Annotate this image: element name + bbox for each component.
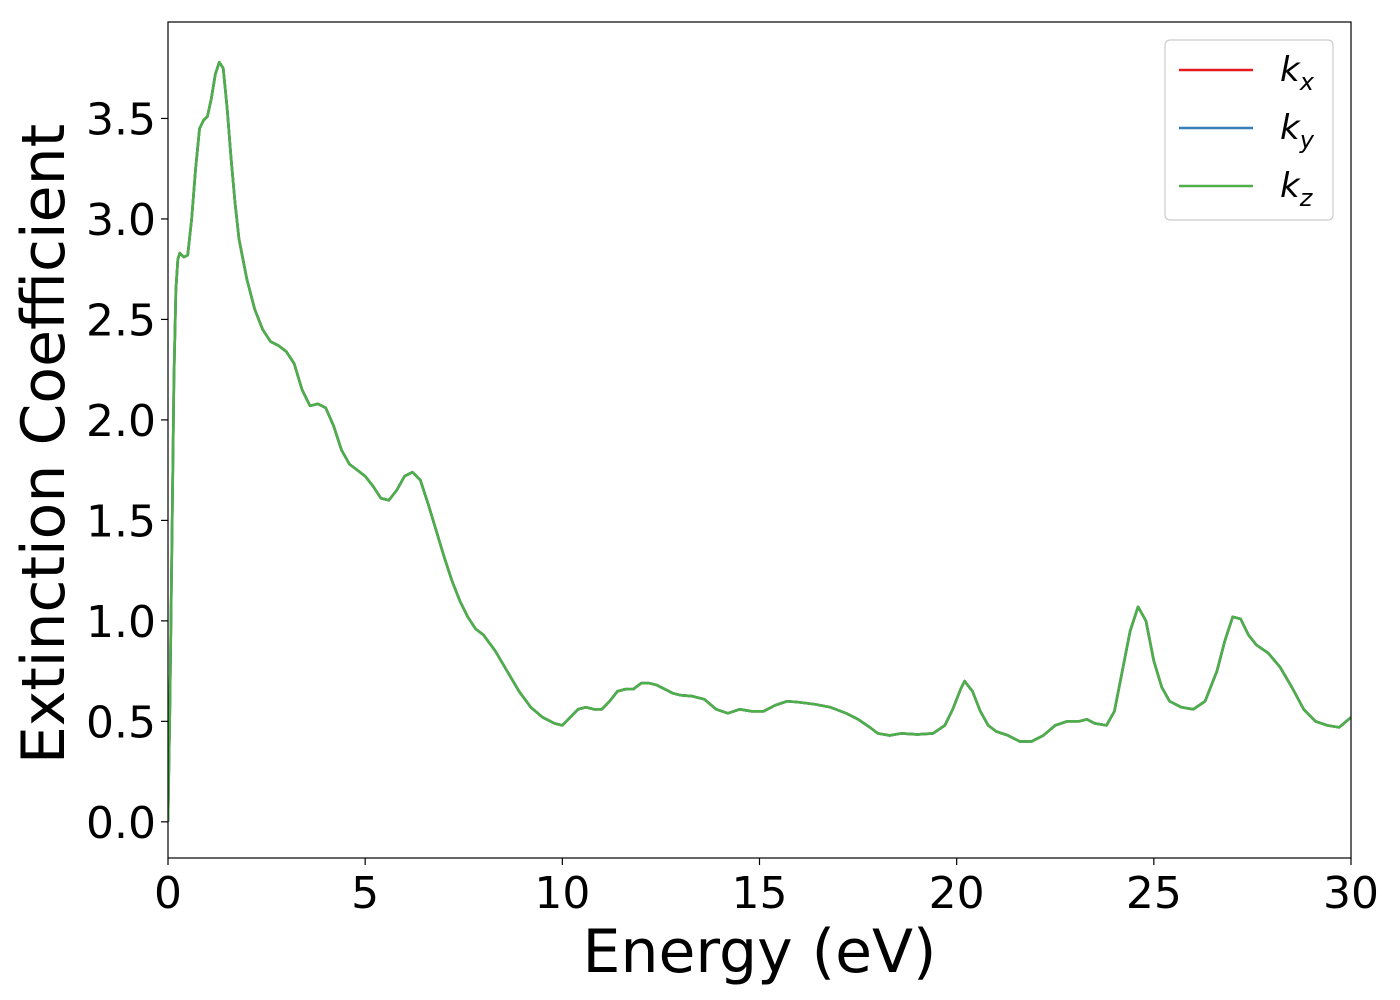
x-tick-label: 15 — [732, 868, 788, 919]
legend-label-k-y: ky — [1280, 108, 1315, 154]
legend-label-main: k — [1280, 166, 1301, 206]
legend-label-subscript: z — [1299, 184, 1314, 212]
x-tick-label: 20 — [929, 868, 985, 919]
y-axis: 0.0 0.5 1.0 1.5 2.0 2.5 3.0 3.5 — [86, 94, 168, 849]
legend-label-subscript: x — [1299, 68, 1315, 96]
series-layer — [168, 60, 1351, 822]
y-tick-label: 3.5 — [86, 94, 156, 145]
x-axis-title: Energy (eV) — [583, 917, 937, 987]
y-tick-label: 2.5 — [86, 295, 156, 346]
y-tick-label: 0.0 — [86, 798, 156, 849]
y-tick-label: 1.5 — [86, 496, 156, 547]
x-tick-label: 30 — [1323, 868, 1379, 919]
y-tick-label: 2.0 — [86, 396, 156, 447]
legend-label-main: k — [1280, 108, 1301, 148]
legend-box — [1164, 39, 1334, 221]
legend-label-subscript: y — [1299, 126, 1315, 154]
series-line-k-z — [168, 60, 1351, 822]
x-tick-label: 0 — [154, 868, 182, 919]
legend-label-main: k — [1280, 50, 1301, 90]
y-axis-title: Extinction Coefficient — [9, 124, 79, 764]
x-axis: 0 5 10 15 20 25 30 — [154, 858, 1379, 919]
y-tick-label: 3.0 — [86, 195, 156, 246]
x-tick-label: 10 — [534, 868, 590, 919]
y-tick-label: 1.0 — [86, 597, 156, 648]
x-tick-label: 5 — [351, 868, 379, 919]
y-tick-label: 0.5 — [86, 697, 156, 748]
legend-label-k-z: kz — [1280, 166, 1314, 212]
legend-label-k-x: kx — [1280, 50, 1315, 96]
x-tick-label: 25 — [1126, 868, 1182, 919]
